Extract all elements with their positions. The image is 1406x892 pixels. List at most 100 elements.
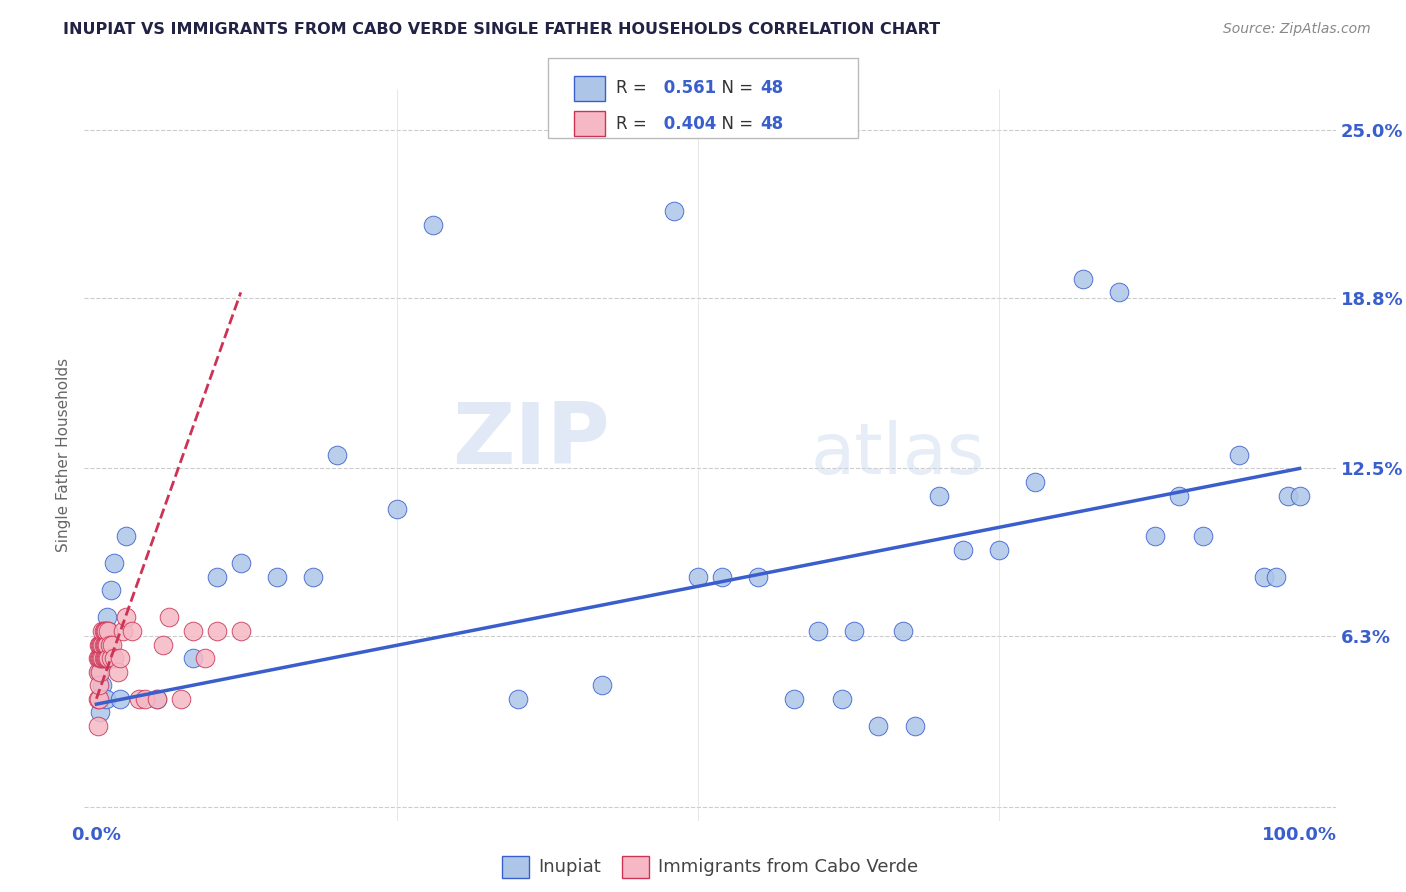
Point <box>87 638 110 652</box>
Point <box>87 691 110 706</box>
Point <box>903 719 925 733</box>
Point <box>1192 529 1215 543</box>
Point <box>90 638 112 652</box>
Point <box>100 583 122 598</box>
Point <box>205 624 228 638</box>
Point <box>86 651 108 665</box>
Point <box>94 624 117 638</box>
Point <box>229 624 252 638</box>
Point <box>686 570 709 584</box>
Point <box>107 665 129 679</box>
Point <box>111 624 134 638</box>
Point <box>591 678 613 692</box>
Point <box>121 624 143 638</box>
Point <box>145 691 167 706</box>
Point <box>422 218 444 232</box>
Point <box>94 651 117 665</box>
Point <box>844 624 866 638</box>
Point <box>94 638 117 652</box>
Point <box>145 691 167 706</box>
Point <box>891 624 914 638</box>
Point <box>783 691 806 706</box>
Text: Source: ZipAtlas.com: Source: ZipAtlas.com <box>1223 22 1371 37</box>
Point <box>87 678 110 692</box>
Point <box>96 610 118 624</box>
Point <box>134 691 156 706</box>
Point <box>807 624 830 638</box>
Point <box>89 665 111 679</box>
Point <box>115 529 138 543</box>
Point <box>1071 272 1094 286</box>
Point <box>157 610 180 624</box>
Point <box>928 489 950 503</box>
Point <box>1264 570 1286 584</box>
Text: R =: R = <box>616 79 652 97</box>
Point <box>91 651 114 665</box>
Point <box>101 638 124 652</box>
Point <box>86 691 108 706</box>
Point <box>103 556 125 570</box>
Point <box>181 624 204 638</box>
Point <box>94 624 117 638</box>
Point <box>96 638 118 652</box>
Point <box>205 570 228 584</box>
Point <box>98 638 121 652</box>
Point <box>89 638 111 652</box>
Point <box>87 665 110 679</box>
Text: 0.404: 0.404 <box>658 115 717 133</box>
Text: 0.561: 0.561 <box>658 79 716 97</box>
Text: atlas: atlas <box>810 420 984 490</box>
Point <box>1253 570 1275 584</box>
Point <box>89 706 111 720</box>
Text: N =: N = <box>711 115 759 133</box>
Point <box>90 638 112 652</box>
Point <box>86 719 108 733</box>
Point <box>87 651 110 665</box>
Point <box>89 651 111 665</box>
Point <box>169 691 191 706</box>
Point <box>1277 489 1299 503</box>
Point <box>93 624 115 638</box>
Point <box>97 624 120 638</box>
Point <box>506 691 529 706</box>
Point <box>1144 529 1167 543</box>
Legend: Inupiat, Immigrants from Cabo Verde: Inupiat, Immigrants from Cabo Verde <box>495 848 925 885</box>
Point <box>97 651 120 665</box>
Point <box>987 542 1010 557</box>
Point <box>110 691 132 706</box>
Point <box>94 638 117 652</box>
Point <box>1024 475 1046 489</box>
Point <box>91 624 114 638</box>
Text: 48: 48 <box>761 79 783 97</box>
Text: R =: R = <box>616 115 652 133</box>
Point <box>711 570 734 584</box>
Point <box>181 651 204 665</box>
Point <box>97 624 120 638</box>
Text: 48: 48 <box>761 115 783 133</box>
Point <box>302 570 325 584</box>
Point <box>1108 285 1130 300</box>
Point <box>385 502 409 516</box>
Point <box>266 570 288 584</box>
Point <box>1229 448 1251 462</box>
Point <box>662 204 685 219</box>
Point <box>103 651 125 665</box>
Point <box>326 448 349 462</box>
Point <box>128 691 150 706</box>
Text: INUPIAT VS IMMIGRANTS FROM CABO VERDE SINGLE FATHER HOUSEHOLDS CORRELATION CHART: INUPIAT VS IMMIGRANTS FROM CABO VERDE SI… <box>63 22 941 37</box>
Point <box>100 651 122 665</box>
Point <box>93 638 115 652</box>
Point <box>831 691 853 706</box>
Text: N =: N = <box>711 79 759 97</box>
Point <box>229 556 252 570</box>
Point <box>1288 489 1310 503</box>
Point <box>94 651 117 665</box>
Point <box>90 651 112 665</box>
Point <box>868 719 890 733</box>
Point <box>86 665 108 679</box>
Point <box>152 638 174 652</box>
Point <box>952 542 974 557</box>
Point <box>91 678 114 692</box>
Point <box>94 691 117 706</box>
Point <box>747 570 769 584</box>
